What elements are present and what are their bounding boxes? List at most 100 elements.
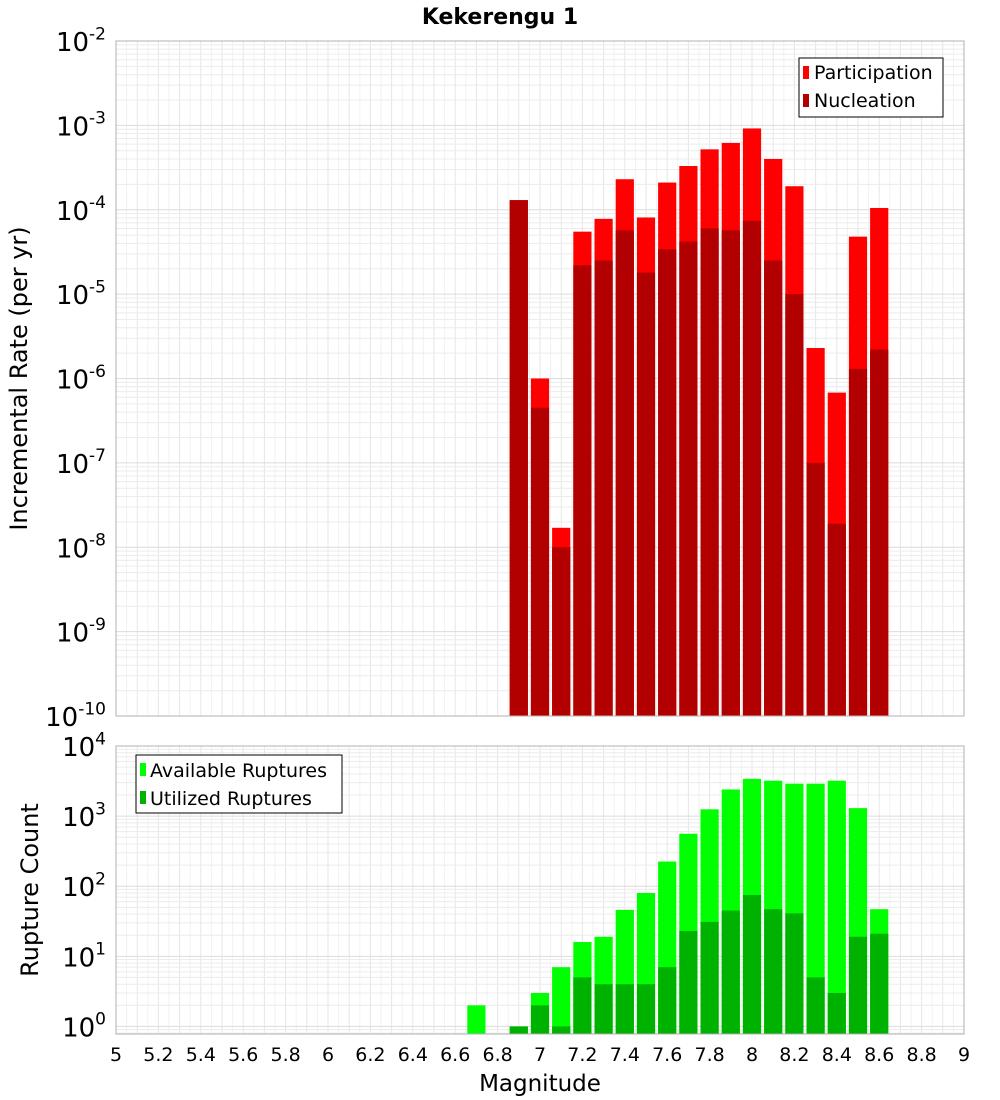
x-tick-label: 8.6: [864, 1044, 894, 1066]
bar-utilized: [848, 936, 868, 1034]
y-tick-label-exponent: -7: [89, 446, 106, 466]
bar-nucleation: [700, 228, 719, 716]
legend-label: Participation: [814, 62, 933, 84]
bar-utilized: [636, 984, 656, 1034]
bar-nucleation: [573, 265, 592, 716]
bar-utilized: [679, 930, 698, 1034]
bars: [509, 128, 889, 717]
y-tick-label-exponent: -4: [89, 193, 106, 213]
legend-swatch: [140, 763, 146, 776]
y-tick-label-base: 10: [56, 28, 89, 58]
x-tick-label: 7.4: [610, 1044, 640, 1066]
y-tick-label: 10-3: [56, 109, 106, 143]
legend-box: [135, 754, 343, 814]
x-tick-label: 6: [322, 1044, 334, 1066]
y-tick-label: 103: [62, 799, 106, 833]
bar-utilized: [573, 977, 592, 1034]
bar-nucleation: [615, 230, 634, 716]
bar-utilized: [658, 967, 677, 1034]
bar-nucleation: [509, 200, 528, 716]
y-tick-label: 10-7: [56, 446, 106, 480]
y-tick-label-base: 10: [62, 1013, 95, 1043]
top-chart: 10-1010-910-810-710-610-510-410-310-2Inc…: [5, 5, 965, 733]
y-tick-label: 10-9: [56, 615, 106, 649]
x-tick-label: 6.8: [482, 1044, 512, 1066]
y-tick-label-base: 10: [56, 197, 89, 227]
bar-utilized: [721, 910, 740, 1034]
y-tick-label: 101: [62, 940, 106, 974]
x-tick-label: 7: [534, 1044, 546, 1066]
y-tick-label-exponent: 2: [95, 870, 106, 890]
plot-frame: [115, 745, 965, 1035]
x-axis-label: Magnitude: [479, 1071, 601, 1097]
y-tick-label-exponent: -3: [89, 109, 106, 129]
y-tick-label: 104: [62, 729, 106, 763]
y-tick-label-base: 10: [56, 112, 89, 142]
bar-nucleation: [594, 260, 613, 716]
legend-label: Available Ruptures: [150, 760, 327, 782]
x-tick-label: 8.4: [822, 1044, 852, 1066]
y-tick-label-base: 10: [56, 366, 89, 396]
legend: Participation Nucleation: [798, 57, 944, 118]
x-tick-label: 7.8: [694, 1044, 724, 1066]
legend-box: [798, 57, 944, 118]
x-tick-label: 6.4: [398, 1044, 428, 1066]
x-tick-label: 6.6: [440, 1044, 470, 1066]
bar-available: [467, 1005, 486, 1034]
y-tick-label: 10-4: [56, 193, 106, 227]
chart-title: Kekerengu 1: [422, 5, 578, 30]
x-tick-label: 7.2: [567, 1044, 597, 1066]
y-tick-label-base: 10: [62, 803, 95, 833]
bar-available: [552, 967, 571, 1034]
y-tick-label: 102: [62, 870, 106, 904]
bar-available: [827, 780, 846, 1034]
y-tick-label-base: 10: [56, 281, 89, 311]
x-tick-label: 5.6: [228, 1044, 258, 1066]
bar-nucleation: [636, 272, 656, 716]
x-tick-label: 5.8: [270, 1044, 300, 1066]
y-tick-label-exponent: -2: [89, 24, 106, 44]
bar-utilized: [870, 933, 889, 1034]
y-tick-label-exponent: -6: [89, 362, 106, 382]
x-tick-label: 9: [958, 1044, 970, 1066]
y-tick-label-exponent: 3: [95, 799, 106, 819]
x-tick-label: 5: [110, 1044, 122, 1066]
x-tick-label: 7.6: [652, 1044, 682, 1066]
bar-utilized: [764, 909, 783, 1034]
x-tick-labels: 5 5.2 5.4 5.6 5.8 6 6.2 6.4 6.6 6.8 7 7.2 7.4 7.6 7.8 8…: [110, 1044, 970, 1066]
x-tick-label: 8.2: [779, 1044, 809, 1066]
y-tick-label-exponent: -5: [89, 277, 106, 297]
bar-nucleation: [658, 249, 677, 716]
y-tick-label: 10-10: [45, 699, 106, 733]
y-tick-label: 100: [62, 1010, 106, 1044]
y-tick-label: 10-5: [56, 277, 106, 311]
legend-swatch: [803, 94, 809, 107]
plot-frame: [115, 40, 965, 717]
y-tick-label-base: 10: [62, 733, 95, 763]
bar-utilized: [594, 984, 613, 1034]
bar-utilized: [530, 1005, 550, 1034]
y-tick-label-exponent: -10: [78, 699, 106, 719]
y-tick-label-exponent: 0: [95, 1010, 106, 1030]
bars: [467, 778, 889, 1034]
y-axis-label: Incremental Rate (per yr): [5, 226, 33, 530]
bar-nucleation: [848, 368, 868, 716]
bar-utilized: [700, 921, 719, 1034]
y-tick-label-exponent: -9: [89, 615, 106, 635]
y-tick-label-base: 10: [56, 534, 89, 564]
y-axis-label: Rupture Count: [16, 803, 44, 977]
x-tick-label: 5.4: [186, 1044, 216, 1066]
bar-nucleation: [827, 523, 846, 716]
y-tick-label: 10-8: [56, 531, 106, 565]
bar-utilized: [552, 1026, 571, 1034]
bar-utilized: [509, 1026, 528, 1034]
legend: Available Ruptures Utilized Ruptures: [135, 754, 343, 814]
bar-nucleation: [530, 407, 550, 716]
legend-label: Utilized Ruptures: [150, 788, 312, 810]
bar-utilized: [806, 977, 825, 1034]
bar-available: [806, 783, 825, 1034]
x-tick-label: 5.2: [143, 1044, 173, 1066]
y-tick-label: 10-2: [56, 24, 106, 58]
x-tick-label: 6.2: [355, 1044, 385, 1066]
